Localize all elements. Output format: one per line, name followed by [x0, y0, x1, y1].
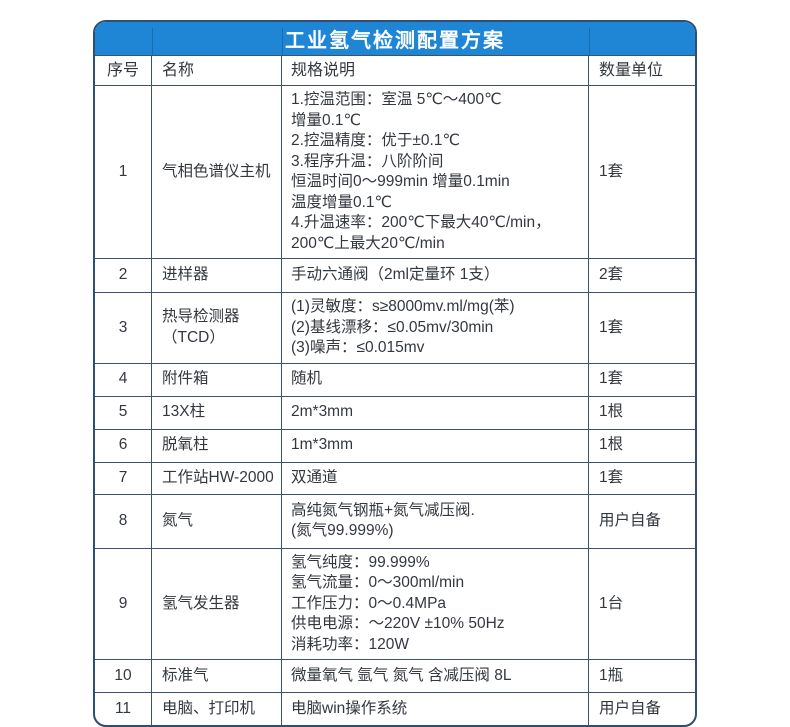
- spec-line: 微量氧气 氩气 氮气 含减压阀 8L: [291, 666, 512, 684]
- table-title: 工业氢气检测配置方案: [285, 30, 505, 52]
- table-row: 5 13X柱 2m*3mm 1根: [95, 396, 695, 430]
- cell-quantity: 1根: [599, 436, 624, 454]
- table-row: 3 热导检测器（TCD） (1)灵敏度：s≥8000mv.ml/mg(苯) (2)基线…: [95, 293, 695, 364]
- cell-spec: (1)灵敏度：s≥8000mv.ml/mg(苯) (2)基线漂移：≤0.05mv/…: [282, 293, 589, 363]
- spec-line: 双通道: [291, 468, 338, 486]
- cell-quantity: 1套: [599, 370, 624, 388]
- cell-row-number: 3: [95, 293, 152, 363]
- table-row: 1 气相色谱仪主机 1.控温范围：室温 5℃～400℃ 增量0.1℃ 2.控温精度：优于…: [95, 86, 695, 259]
- table-row: 11 电脑、打印机 电脑win操作系统 用户自备: [95, 693, 695, 725]
- cell-quantity: 1套: [599, 468, 624, 486]
- spec-line: 氢气纯度：99.999%: [291, 553, 430, 571]
- spec-line: 消耗功率：120W: [291, 635, 409, 653]
- header-cell-qty: 数量单位: [599, 61, 664, 79]
- spec-line: 4.升温速率：200℃下最大40℃/min，: [291, 214, 551, 231]
- spec-line: 1.控温范围：室温 5℃～400℃: [291, 91, 502, 108]
- table-row: 2 进样器 手动六通阀（2ml定量环 1支） 2套: [95, 259, 695, 293]
- header-cell-name: 名称: [152, 56, 282, 85]
- table-row: 7 工作站HW-2000 双通道 1套: [95, 462, 695, 495]
- table-row: 6 脱氧柱 1m*3mm 1根: [95, 429, 695, 463]
- cell-quantity: 1套: [599, 318, 624, 336]
- spec-table-card: 工业氢气检测配置方案 序号 名称 规格说明 数量单位 1 气相色谱仪主机 1.控温范…: [93, 20, 697, 727]
- cell-row-number: 7: [95, 462, 152, 494]
- table-row: 9 氢气发生器 氢气纯度：99.999% 氢气流量：0～300ml/min 工作压力：0…: [95, 548, 695, 660]
- table-body: 1 气相色谱仪主机 1.控温范围：室温 5℃～400℃ 增量0.1℃ 2.控温精度：优于…: [95, 86, 695, 725]
- spec-line: (2)基线漂移：≤0.05mv/30min: [291, 318, 494, 336]
- spec-line: 氢气流量：0～300ml/min: [291, 574, 465, 591]
- cell-item-name: 脱氧柱: [152, 429, 282, 462]
- cell-item-name: 气相色谱仪主机: [152, 86, 282, 258]
- cell-row-number: 1: [95, 86, 152, 258]
- cell-spec: 1m*3mm: [282, 429, 589, 462]
- cell-row-number: 11: [95, 693, 152, 725]
- cell-row-number: 6: [95, 429, 152, 462]
- spec-line: 增量0.1℃: [291, 111, 361, 129]
- table-header-row: 序号 名称 规格说明 数量单位: [95, 56, 695, 86]
- cell-item-name: 13X柱: [152, 396, 282, 429]
- cell-item-name: 氮气: [152, 494, 282, 548]
- cell-quantity: 1根: [599, 403, 624, 421]
- spec-line: 随机: [291, 370, 323, 388]
- cell-item-name: 氢气发生器: [152, 548, 282, 659]
- spec-line: 2.控温精度：优于±0.1℃: [291, 132, 460, 149]
- spec-line: 温度增量0.1℃: [291, 193, 392, 211]
- spec-line: 高纯氮气钢瓶+氮气减压阀.: [291, 501, 475, 519]
- spec-line: 恒温时间0～999min 增量0.1min: [291, 173, 510, 190]
- cell-item-name: 进样器: [152, 259, 282, 292]
- cell-spec: 电脑win操作系统: [282, 693, 589, 725]
- title-column-divider: [152, 28, 153, 55]
- header-cell-no: 序号: [95, 56, 152, 85]
- spec-line: (3)噪声：≤0.015mv: [291, 339, 425, 356]
- cell-quantity: 1瓶: [599, 666, 624, 684]
- cell-item-name: 标准气: [152, 660, 282, 692]
- cell-quantity: 2套: [599, 266, 624, 284]
- cell-row-number: 2: [95, 259, 152, 292]
- cell-spec: 2m*3mm: [282, 396, 589, 429]
- spec-line: 手动六通阀（2ml定量环 1支）: [291, 266, 500, 284]
- cell-row-number: 9: [95, 548, 152, 659]
- spec-line: (氮气99.999%): [291, 522, 394, 539]
- cell-row-number: 8: [95, 494, 152, 548]
- table-row: 4 附件箱 随机 1套: [95, 363, 695, 397]
- cell-spec: 双通道: [282, 462, 589, 494]
- cell-row-number: 5: [95, 396, 152, 429]
- cell-spec: 微量氧气 氩气 氮气 含减压阀 8L: [282, 660, 589, 692]
- cell-quantity: 1台: [599, 594, 624, 612]
- cell-quantity: 用户自备: [599, 511, 662, 529]
- cell-spec: 手动六通阀（2ml定量环 1支）: [282, 259, 589, 292]
- spec-line: (1)灵敏度：s≥8000mv.ml/mg(苯): [291, 298, 515, 315]
- spec-line: 供电电源：～220V ±10% 50Hz: [291, 615, 505, 632]
- cell-item-name: 工作站HW-2000: [152, 462, 282, 494]
- cell-quantity: 用户自备: [599, 699, 662, 717]
- title-column-divider: [282, 28, 283, 55]
- cell-spec: 氢气纯度：99.999% 氢气流量：0～300ml/min 工作压力：0～0.4MP…: [282, 548, 589, 659]
- table-title-bar: 工业氢气检测配置方案: [95, 22, 695, 56]
- spec-line: 3.程序升温：八阶阶间: [291, 152, 444, 170]
- spec-line: 电脑win操作系统: [291, 699, 408, 717]
- cell-row-number: 10: [95, 660, 152, 692]
- cell-spec: 随机: [282, 363, 589, 396]
- spec-line: 1m*3mm: [291, 436, 354, 454]
- cell-quantity: 1套: [599, 162, 624, 180]
- cell-spec: 1.控温范围：室温 5℃～400℃ 增量0.1℃ 2.控温精度：优于±0.1℃ 3.程…: [282, 86, 589, 258]
- header-cell-spec: 规格说明: [282, 56, 589, 85]
- spec-line: 工作压力：0～0.4MPa: [291, 594, 447, 612]
- cell-item-name: 附件箱: [152, 363, 282, 396]
- table-row: 8 氮气 高纯氮气钢瓶+氮气减压阀. (氮气99.999%) 用户自备: [95, 494, 695, 549]
- cell-row-number: 4: [95, 363, 152, 396]
- cell-item-name: 电脑、打印机: [152, 693, 282, 725]
- cell-item-name: 热导检测器（TCD）: [152, 293, 282, 363]
- cell-spec: 高纯氮气钢瓶+氮气减压阀. (氮气99.999%): [282, 494, 589, 548]
- title-column-divider: [589, 28, 590, 55]
- spec-line: 200℃上最大20℃/min: [291, 234, 445, 252]
- table-row: 10 标准气 微量氧气 氩气 氮气 含减压阀 8L 1瓶: [95, 660, 695, 693]
- spec-line: 2m*3mm: [291, 403, 354, 421]
